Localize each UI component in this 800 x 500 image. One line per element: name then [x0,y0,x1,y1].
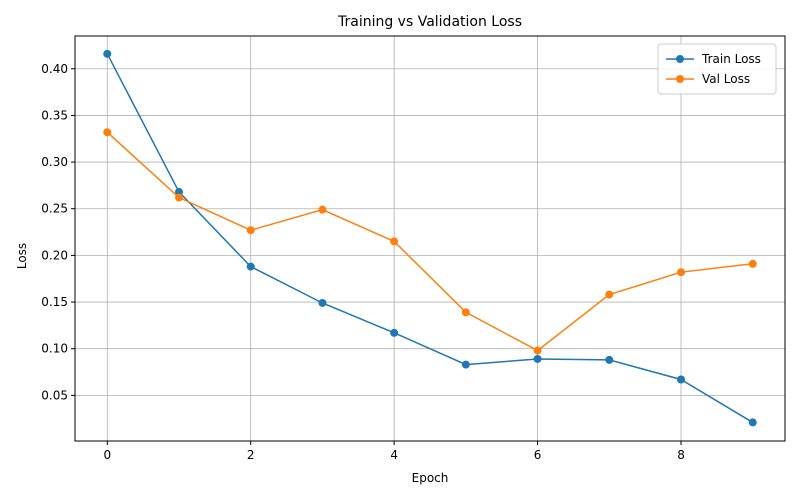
legend-marker [676,75,684,83]
y-tick-label: 0.05 [41,388,68,402]
chart-title: Training vs Validation Loss [337,14,522,30]
x-tick-label: 2 [247,448,255,462]
data-point [748,259,757,268]
data-point [533,346,542,355]
data-point [174,187,183,196]
data-point [461,360,470,369]
data-point [103,128,112,137]
series-val-loss [103,128,757,355]
y-tick-label: 0.20 [41,248,68,262]
data-point [605,290,614,299]
data-point [246,226,255,235]
data-point [246,262,255,271]
x-axis-label: Epoch [412,471,449,485]
x-tick-label: 6 [534,448,542,462]
data-point [318,205,327,214]
series-layer [103,49,757,427]
data-point [174,193,183,202]
data-point [748,418,757,427]
y-axis: 0.05 0.10 0.15 0.20 0.25 0.30 0.35 0.40 [41,62,75,402]
series-train-loss [103,49,757,427]
data-point [605,355,614,364]
legend-box [657,43,777,95]
data-point [533,354,542,363]
x-tick-label: 0 [103,448,111,462]
y-tick-label: 0.10 [41,342,68,356]
y-tick-label: 0.35 [41,108,68,122]
data-point [677,375,686,384]
legend-item: Val Loss [666,72,750,86]
series-line [106,53,754,424]
legend: Train Loss Val Loss [657,43,777,95]
data-point [103,49,112,58]
x-tick-label: 4 [390,448,398,462]
y-tick-label: 0.30 [41,155,68,169]
y-tick-label: 0.25 [41,202,68,216]
legend-item: Train Loss [666,52,761,66]
plot-frame [74,35,786,442]
y-tick-label: 0.40 [41,62,68,76]
data-point [390,328,399,337]
series-line [106,131,753,352]
y-axis-label: Loss [15,243,29,269]
data-point [390,237,399,246]
y-tick-label: 0.15 [41,295,68,309]
data-point [318,298,327,307]
legend-label: Train Loss [701,52,761,66]
legend-label: Val Loss [702,72,750,86]
x-axis: 0 2 4 6 8 [103,441,685,462]
data-point [677,268,686,277]
data-point [461,308,470,317]
legend-marker [676,55,684,63]
x-tick-label: 8 [677,448,685,462]
